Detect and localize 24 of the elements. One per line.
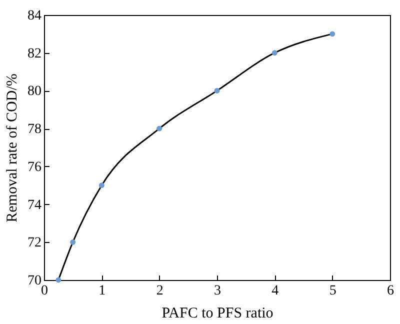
y-tick-label: 82 [28,46,42,62]
y-tick-label: 72 [28,236,42,251]
x-tick-label: 4 [272,284,279,298]
y-tick-label: 78 [28,122,42,138]
point [214,88,220,94]
point [272,50,278,56]
y-tick-label: 84 [28,8,42,24]
point [56,277,62,283]
point [70,239,76,245]
point [330,31,336,37]
y-tick-label: 76 [28,160,42,175]
y-axis-title: Removal rate of COD/% [4,74,20,222]
point [98,182,104,188]
x-axis-title: PAFC to PFS ratio [162,306,274,322]
y-tick-label: 80 [28,84,42,100]
y-tick-label: 70 [28,274,42,288]
x-tick-label: 3 [214,284,221,298]
x-tick-label: 2 [156,284,164,298]
x-tick-label: 0 [41,284,48,298]
x-tick-label: 1 [98,284,106,298]
y-tick-label: 74 [28,198,42,213]
point [156,126,162,132]
x-tick-label: 5 [329,284,336,298]
x-tick-label: 6 [387,284,394,298]
